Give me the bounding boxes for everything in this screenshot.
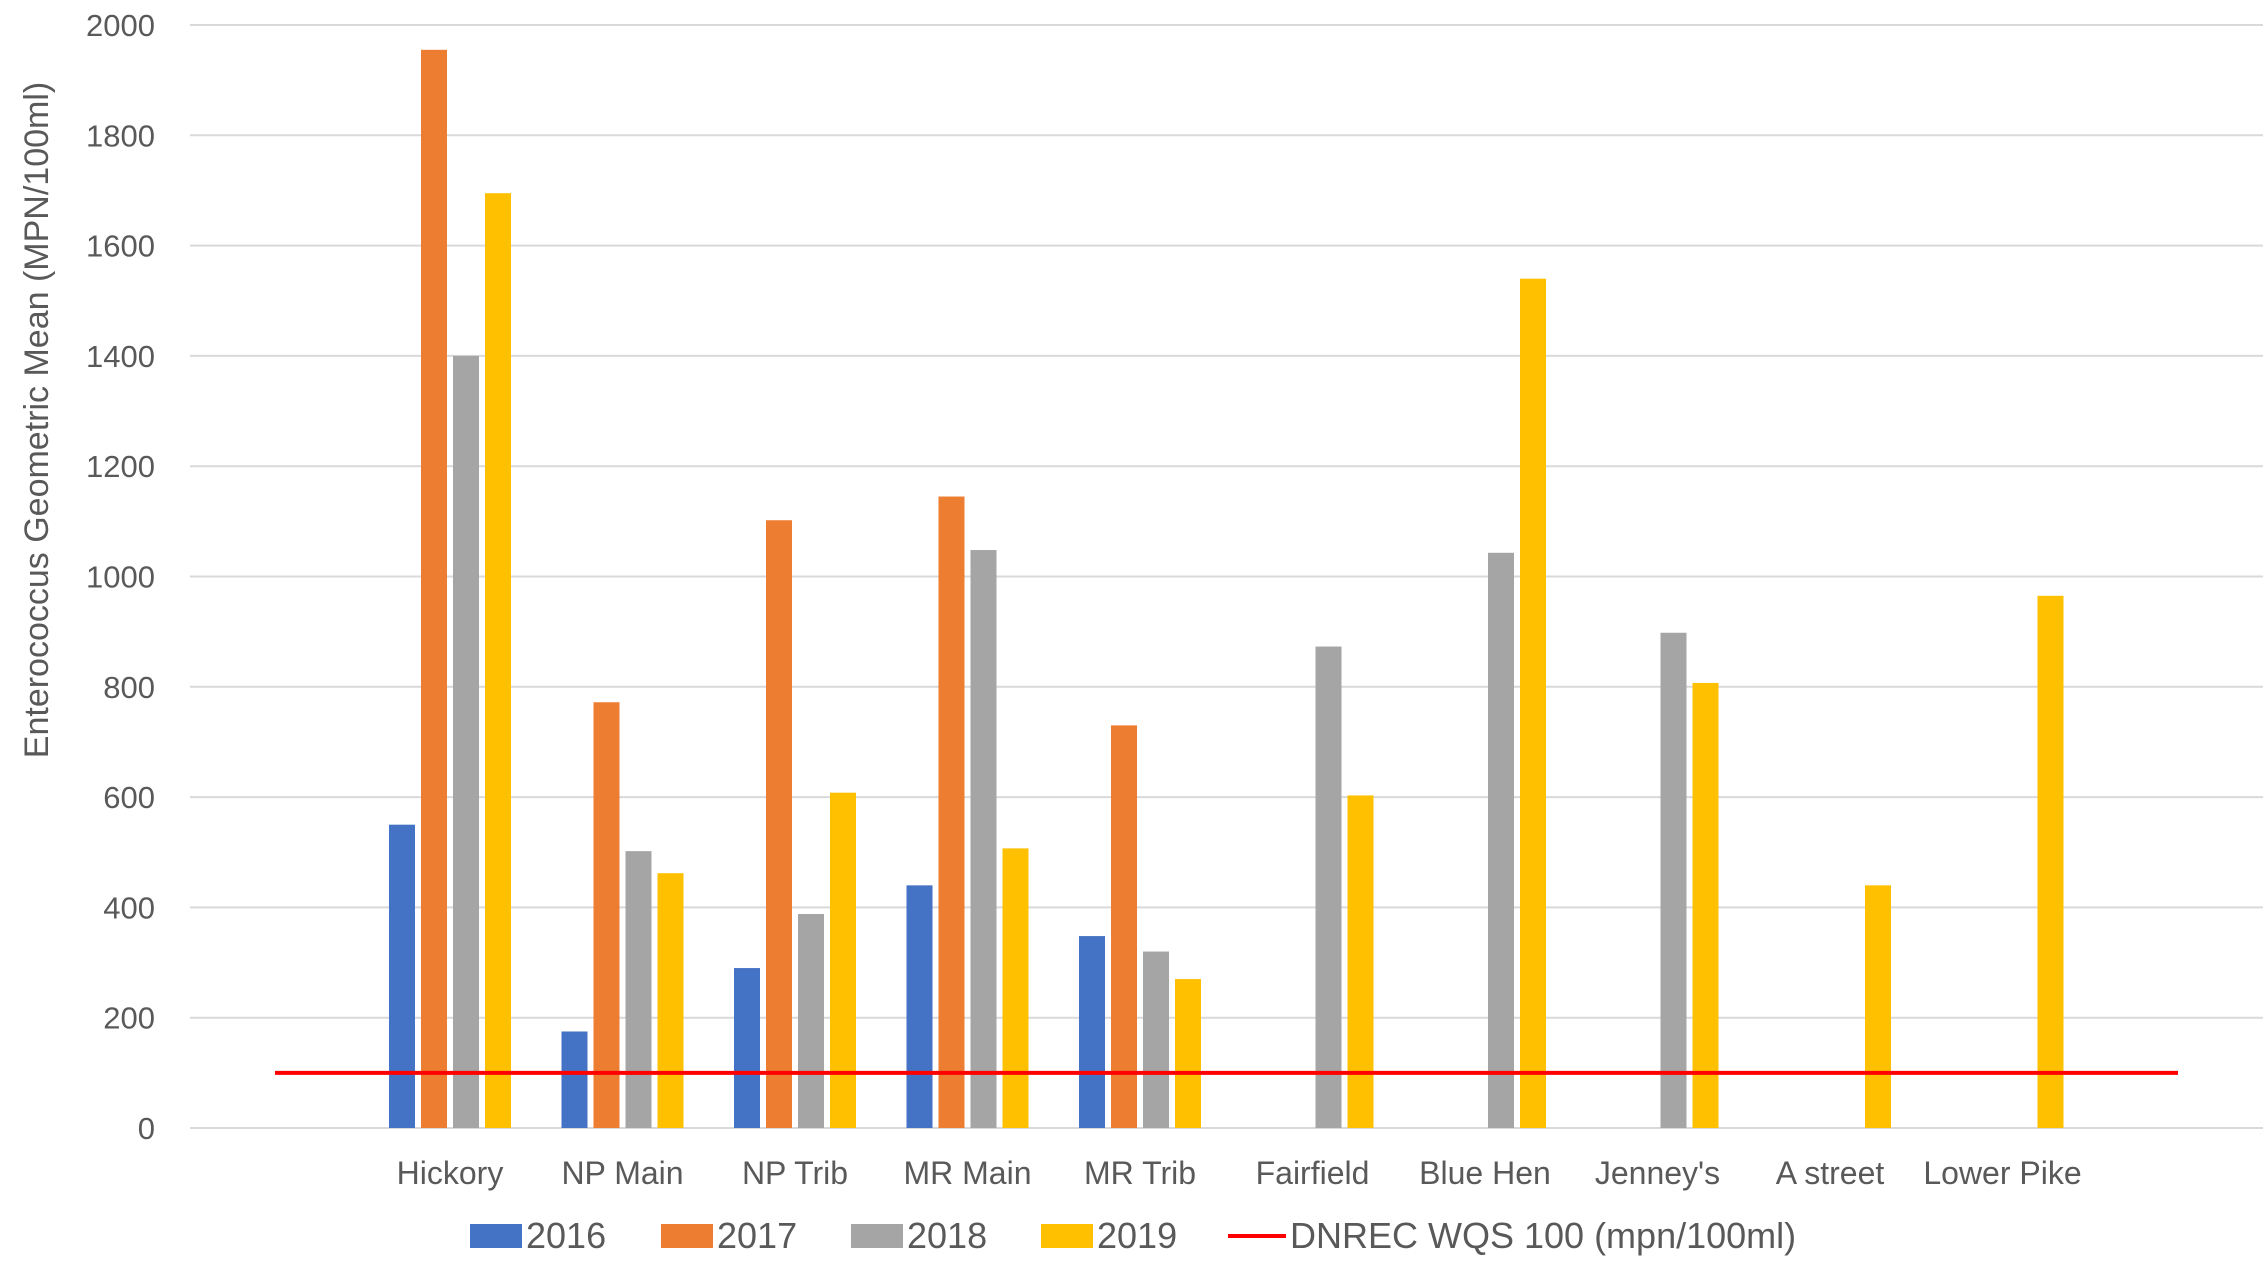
y-tick-label: 200 — [103, 1001, 155, 1036]
x-category-label: MR Main — [903, 1155, 1031, 1191]
y-axis-title: Enterococcus Geometric Mean (MPN/100ml) — [18, 82, 56, 758]
legend-label: 2016 — [526, 1215, 606, 1256]
y-tick-label: 0 — [138, 1111, 155, 1146]
x-category-label: A street — [1776, 1155, 1885, 1191]
bar-2017-2 — [766, 520, 792, 1128]
bar-2019-3 — [1002, 848, 1029, 1128]
y-tick-label: 1400 — [86, 339, 155, 374]
legend-swatch-2016 — [470, 1224, 522, 1248]
bar-2018-6 — [1488, 552, 1514, 1128]
bar-2019-6 — [1520, 278, 1546, 1128]
legend-label: 2019 — [1097, 1215, 1177, 1256]
bar-2019-0 — [485, 193, 511, 1128]
x-axis-categories: Hickory NP Main NP Trib MR Main MR Trib Fairf… — [397, 1155, 2082, 1191]
bar-2016-0 — [389, 824, 415, 1128]
bar-2019-7 — [1692, 682, 1719, 1128]
legend-label: 2018 — [907, 1215, 987, 1256]
bar-2017-4 — [1111, 725, 1137, 1128]
x-category-label: Lower Pike — [1923, 1155, 2081, 1191]
y-tick-label: 1800 — [86, 118, 155, 153]
y-tick-label: 1000 — [86, 560, 155, 595]
bar-2018-0 — [453, 355, 479, 1128]
bar-2018-7 — [1660, 632, 1687, 1128]
legend-label: 2017 — [717, 1215, 797, 1256]
bar-2017-1 — [593, 702, 620, 1128]
x-category-label: NP Trib — [742, 1155, 848, 1191]
legend-swatch-2019 — [1041, 1224, 1093, 1248]
legend: 2016 2017 2018 2019 DNREC WQS 100 (mpn/100ml… — [470, 1215, 1796, 1256]
y-tick-label: 1600 — [86, 229, 155, 264]
y-tick-label: 400 — [103, 890, 155, 925]
bar-2018-5 — [1315, 646, 1342, 1128]
x-category-label: Hickory — [397, 1155, 504, 1191]
bar-2018-4 — [1143, 951, 1169, 1128]
bar-2016-1 — [561, 1031, 588, 1128]
x-category-label: MR Trib — [1084, 1155, 1196, 1191]
x-category-label: Fairfield — [1256, 1155, 1370, 1191]
bar-2016-3 — [906, 885, 933, 1128]
legend-swatch-2017 — [661, 1224, 713, 1248]
bar-2016-4 — [1079, 936, 1105, 1128]
x-category-label: Blue Hen — [1419, 1155, 1551, 1191]
bar-2019-2 — [830, 792, 856, 1128]
bar-2019-5 — [1347, 795, 1374, 1128]
legend-label: DNREC WQS 100 (mpn/100ml) — [1290, 1215, 1796, 1256]
y-tick-label: 1200 — [86, 449, 155, 484]
bar-2019-4 — [1175, 979, 1201, 1128]
bar-2018-2 — [798, 914, 824, 1128]
gridlines — [190, 24, 2263, 1129]
x-category-label: Jenney's — [1595, 1155, 1720, 1191]
y-tick-label: 2000 — [86, 8, 155, 43]
bar-2018-3 — [970, 550, 997, 1128]
bar-2018-1 — [625, 851, 652, 1128]
legend-swatch-2018 — [851, 1224, 903, 1248]
bars — [389, 49, 2064, 1129]
y-tick-label: 800 — [103, 670, 155, 705]
y-tick-label: 600 — [103, 780, 155, 815]
x-category-label: NP Main — [561, 1155, 683, 1191]
bar-2019-1 — [657, 873, 684, 1128]
bar-2017-0 — [421, 49, 447, 1128]
bar-2019-8 — [1865, 885, 1891, 1128]
bar-2016-2 — [734, 968, 760, 1128]
bar-2019-9 — [2037, 595, 2064, 1128]
y-axis-ticks: 0 200 400 600 800 1000 1200 1400 1600 1800 2000 — [86, 8, 155, 1146]
bar-2017-3 — [938, 496, 965, 1129]
